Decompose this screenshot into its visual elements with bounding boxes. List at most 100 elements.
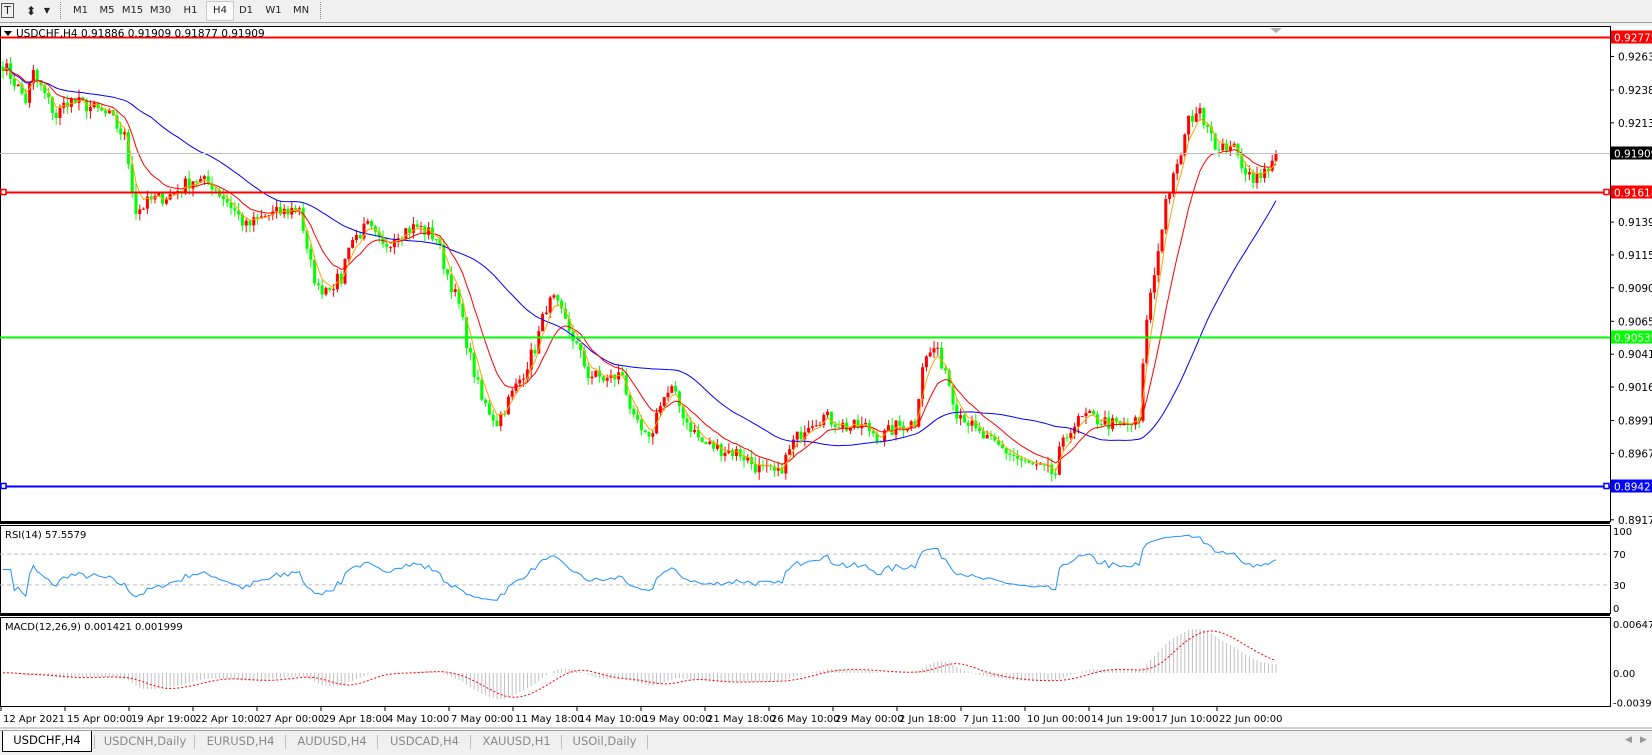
ma-slow-line	[2, 66, 1277, 447]
chart-menu-arrow-icon[interactable]	[4, 31, 12, 36]
candle-body	[1202, 108, 1206, 126]
candle-body	[712, 441, 716, 449]
candle-body	[85, 99, 89, 112]
candle-body	[1175, 164, 1179, 174]
timeframe-m5-button[interactable]: M5	[99, 5, 115, 16]
timeframe-m15-button[interactable]: M15	[121, 5, 144, 16]
candle-body	[985, 434, 989, 439]
candle-body	[940, 347, 944, 369]
timeframe-d1-button[interactable]: D1	[238, 5, 254, 16]
candle-body	[1187, 115, 1191, 135]
line-handle[interactable]	[1603, 482, 1610, 490]
time-tick-label: 19 Apr 19:00	[131, 714, 196, 725]
candle-body	[1194, 113, 1198, 122]
timeframe-h1-button[interactable]: H1	[183, 5, 198, 16]
candle-body	[757, 465, 761, 473]
candle-body	[632, 408, 636, 415]
line-handle[interactable]	[0, 482, 7, 490]
dropdown-arrow-icon[interactable]: ▼	[43, 6, 51, 15]
candle-body	[256, 217, 260, 219]
candle-body	[674, 386, 678, 392]
candle-body	[750, 457, 754, 464]
tab-xauusd-h1[interactable]: XAUUSD,H1	[482, 734, 551, 748]
candle-body	[316, 283, 320, 286]
candle-body	[495, 420, 499, 427]
time-tick-label: 29 May 00:00	[835, 714, 904, 725]
candle-body	[966, 422, 970, 426]
candle-body	[278, 207, 282, 215]
candle-body	[1255, 172, 1259, 183]
timeframe-m1-button[interactable]: M1	[73, 5, 88, 16]
line-handle[interactable]	[0, 188, 7, 196]
timeframe-h4-button[interactable]: H4	[206, 1, 234, 21]
candle-body	[1069, 433, 1073, 438]
candle-body	[928, 352, 932, 357]
candle-body	[142, 208, 146, 210]
candle-body	[320, 285, 324, 295]
candle-body	[1084, 413, 1088, 417]
objects-tool-icon[interactable]: ⬍	[25, 4, 37, 18]
candle-body	[1145, 319, 1149, 364]
timeframe-m30-button[interactable]: M30	[149, 5, 172, 16]
tab-usdcnh-daily[interactable]: USDCNH,Daily	[103, 734, 187, 748]
candle-body	[267, 215, 271, 217]
chart-shift-marker-icon[interactable]	[1270, 28, 1282, 33]
tab-audusd-h4[interactable]: AUDUSD,H4	[297, 734, 367, 748]
candle-body	[1240, 155, 1244, 169]
candle-body	[837, 427, 841, 429]
candle-body	[506, 396, 510, 415]
time-tick-label: 19 May 00:00	[643, 714, 712, 725]
candle-body	[1012, 454, 1016, 457]
tab-divider	[561, 735, 562, 749]
candle-body	[392, 239, 396, 248]
candle-body	[1206, 125, 1210, 127]
candle-body	[582, 350, 586, 367]
timeframe-mn-button[interactable]: MN	[292, 5, 310, 16]
candle-body	[233, 208, 237, 211]
time-tick-label: 21 May 18:00	[707, 714, 776, 725]
candle-body	[1016, 456, 1020, 459]
timeframe-w1-button[interactable]: W1	[265, 5, 282, 16]
candle-body	[206, 176, 210, 184]
candle-body	[1000, 444, 1004, 449]
candle-body	[20, 84, 24, 94]
candle-body	[88, 107, 92, 112]
scroll-right-icon[interactable]: ▶	[1640, 735, 1647, 745]
candle-body	[180, 190, 184, 192]
tab-usdcad-h4[interactable]: USDCAD,H4	[390, 734, 459, 748]
rsi-label: RSI(14) 57.5579	[5, 530, 86, 541]
candle-body	[35, 70, 39, 81]
candle-body	[202, 176, 206, 179]
candle-body	[913, 421, 917, 427]
candle-body	[803, 432, 807, 440]
tab-usdchf-h4[interactable]: USDCHF,H4	[2, 731, 92, 752]
candle-body	[123, 132, 127, 135]
candle-body	[700, 437, 704, 442]
candle-body	[723, 452, 727, 456]
candle-body	[788, 449, 792, 455]
candle-body	[1179, 155, 1183, 165]
candle-body	[377, 231, 381, 237]
price-line-label-bg	[1611, 185, 1652, 199]
tab-eurusd-h4[interactable]: EURUSD,H4	[206, 734, 275, 748]
candle-body	[1076, 416, 1080, 427]
candle-body	[438, 239, 442, 245]
candle-body	[856, 419, 860, 429]
candle-body	[670, 386, 674, 393]
candle-body	[271, 211, 275, 216]
scroll-left-icon[interactable]: ◀	[1625, 735, 1632, 745]
line-handle[interactable]	[1603, 188, 1610, 196]
time-tick-label: 14 Jun 19:00	[1091, 714, 1155, 725]
time-tick-label: 12 Apr 2021	[3, 714, 65, 725]
text-tool-icon[interactable]: T	[1, 3, 14, 18]
candle-body	[138, 209, 142, 214]
candle-body	[161, 192, 165, 204]
tab-usoil-daily[interactable]: USOil,Daily	[572, 734, 637, 748]
candle-body	[73, 98, 77, 103]
candle-body	[731, 450, 735, 457]
candle-body	[1050, 464, 1054, 475]
time-tick-label: 26 May 10:00	[771, 714, 840, 725]
